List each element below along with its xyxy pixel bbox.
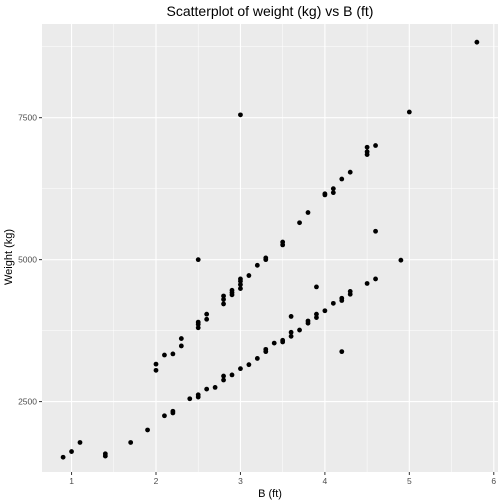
data-point [364, 281, 370, 286]
data-point [204, 316, 210, 322]
data-points [60, 39, 480, 460]
data-point [128, 440, 134, 445]
data-point [305, 210, 311, 215]
data-point [195, 319, 201, 325]
data-point [238, 282, 243, 288]
data-point [373, 228, 378, 234]
y-axis-label: Weight (kg) [3, 229, 15, 285]
data-point [330, 190, 336, 196]
x-axis-label: B (ft) [258, 488, 282, 500]
data-point [280, 239, 286, 245]
data-point [314, 284, 319, 290]
y-tick-label: 2500 [18, 397, 37, 407]
data-point [254, 356, 260, 361]
data-point [339, 176, 345, 182]
data-point [153, 367, 159, 373]
data-point [221, 377, 226, 383]
data-point [178, 336, 184, 341]
data-point [170, 351, 176, 357]
data-point [297, 327, 302, 333]
data-point [204, 386, 210, 392]
data-point [280, 337, 286, 343]
data-point [162, 352, 167, 358]
data-point [246, 362, 252, 368]
data-point [373, 143, 378, 148]
data-point [347, 289, 353, 294]
data-point [322, 191, 328, 197]
data-point [238, 276, 243, 282]
x-tick-label: 5 [407, 476, 412, 486]
data-point [204, 311, 210, 317]
data-point [271, 340, 277, 346]
data-point [221, 373, 226, 379]
data-point [288, 314, 294, 319]
data-point [212, 384, 218, 390]
data-point [229, 372, 235, 378]
data-point [406, 109, 412, 115]
chart-title: Scatterplot of weight (kg) vs B (ft) [167, 3, 374, 19]
data-point [195, 392, 201, 398]
data-point [330, 186, 336, 192]
data-point [347, 169, 353, 175]
data-point [221, 301, 226, 307]
data-point [263, 346, 269, 352]
x-tick-label: 1 [69, 476, 74, 486]
grid-lines [42, 24, 498, 472]
x-tick-label: 3 [238, 476, 243, 486]
data-point [102, 451, 108, 457]
y-axis-ticks: 2500 5000 7500 [18, 113, 42, 407]
data-point [60, 454, 66, 460]
data-point [322, 308, 328, 314]
data-point [77, 440, 83, 445]
data-point [364, 149, 370, 155]
data-point [238, 366, 243, 372]
data-point [314, 311, 319, 317]
data-point [178, 343, 184, 349]
data-point [69, 449, 74, 454]
data-point [398, 257, 404, 263]
y-tick-label: 5000 [18, 255, 37, 265]
data-point [221, 296, 226, 302]
data-point [238, 112, 243, 118]
data-point [153, 361, 159, 367]
data-point [238, 286, 243, 291]
data-point [339, 349, 345, 355]
data-point [330, 300, 336, 306]
data-point [314, 315, 319, 320]
data-point [263, 255, 269, 261]
data-point [195, 257, 201, 263]
data-point [187, 396, 193, 402]
data-point [221, 293, 226, 299]
x-tick-label: 6 [491, 476, 496, 486]
plot-panel [42, 24, 498, 472]
data-point [288, 333, 294, 339]
data-point [170, 408, 176, 414]
y-tick-label: 7500 [18, 113, 37, 123]
x-axis-ticks: 1 2 3 4 5 6 [69, 472, 496, 486]
x-tick-label: 4 [323, 476, 328, 486]
data-point [195, 325, 201, 331]
data-point [254, 262, 260, 268]
data-point [305, 318, 311, 324]
data-point [364, 144, 370, 150]
data-point [145, 427, 150, 433]
data-point [297, 220, 302, 226]
data-point [229, 287, 235, 293]
data-point [373, 276, 378, 282]
data-point [339, 295, 345, 301]
x-tick-label: 2 [154, 476, 159, 486]
data-point [474, 39, 480, 45]
data-point [288, 329, 294, 335]
data-point [246, 273, 252, 278]
data-point [162, 413, 167, 419]
